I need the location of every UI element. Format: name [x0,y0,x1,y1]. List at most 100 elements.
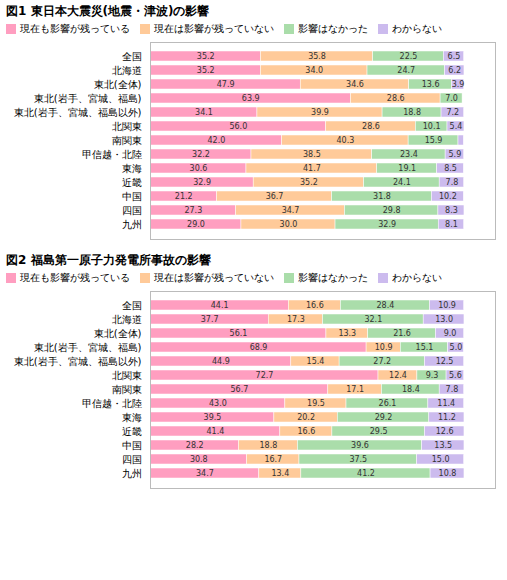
svg-text:26.1: 26.1 [379,399,397,408]
svg-text:35.8: 35.8 [308,52,326,61]
svg-text:北海道: 北海道 [112,65,142,76]
svg-text:四国: 四国 [122,454,142,465]
svg-text:30.6: 30.6 [190,164,208,173]
svg-text:20.2: 20.2 [297,413,315,422]
svg-text:近畿: 近畿 [122,426,142,437]
svg-text:72.7: 72.7 [256,371,274,380]
svg-text:43.0: 43.0 [209,399,227,408]
svg-text:東北(全体): 東北(全体) [94,79,142,90]
svg-text:南関東: 南関東 [112,384,142,395]
svg-text:四国: 四国 [122,205,142,216]
svg-text:34.0: 34.0 [305,66,323,75]
svg-text:北関東: 北関東 [112,121,142,132]
svg-text:21.2: 21.2 [175,192,193,201]
svg-text:34.6: 34.6 [346,80,364,89]
svg-text:41.7: 41.7 [303,164,321,173]
svg-text:北関東: 北関東 [112,370,142,381]
svg-text:31.8: 31.8 [373,192,391,201]
svg-text:18.8: 18.8 [260,441,278,450]
svg-text:中国: 中国 [122,191,142,202]
svg-text:29.5: 29.5 [370,427,388,436]
svg-text:12.5: 12.5 [436,357,454,366]
svg-text:北海道: 北海道 [112,314,142,325]
svg-text:40.3: 40.3 [337,136,355,145]
svg-text:42.0: 42.0 [207,136,225,145]
svg-text:10.9: 10.9 [375,343,393,352]
svg-text:東北(岩手、宮城、福島): 東北(岩手、宮城、福島) [34,93,142,104]
svg-text:18.8: 18.8 [403,108,421,117]
svg-text:8.5: 8.5 [444,164,457,173]
svg-text:29.0: 29.0 [187,220,205,229]
svg-text:13.4: 13.4 [271,469,289,478]
svg-text:34.7: 34.7 [196,469,214,478]
svg-text:35.2: 35.2 [300,178,318,187]
svg-text:9.3: 9.3 [426,371,439,380]
svg-text:13.0: 13.0 [435,315,453,324]
svg-text:16.7: 16.7 [264,455,282,464]
svg-text:47.9: 47.9 [217,80,235,89]
svg-text:東海: 東海 [122,163,142,174]
svg-text:36.7: 36.7 [266,192,284,201]
svg-text:37.5: 37.5 [349,455,367,464]
svg-text:37.7: 37.7 [201,315,219,324]
svg-text:15.0: 15.0 [432,455,450,464]
svg-text:16.6: 16.6 [297,427,315,436]
svg-text:34.7: 34.7 [282,206,300,215]
svg-text:7.0: 7.0 [445,94,458,103]
svg-text:5.9: 5.9 [449,150,462,159]
svg-text:56.7: 56.7 [231,385,249,394]
svg-text:35.2: 35.2 [197,66,215,75]
svg-text:29.8: 29.8 [383,206,401,215]
svg-text:28.6: 28.6 [362,122,380,131]
svg-text:13.5: 13.5 [434,441,452,450]
svg-text:6.2: 6.2 [448,66,461,75]
svg-text:35.2: 35.2 [197,52,215,61]
svg-text:56.1: 56.1 [230,329,248,338]
svg-text:19.1: 19.1 [398,164,416,173]
svg-text:東北(岩手、宮城、福島): 東北(岩手、宮城、福島) [34,342,142,353]
svg-text:18.4: 18.4 [402,385,420,394]
svg-text:9.0: 9.0 [444,329,457,338]
svg-text:3.9: 3.9 [452,80,465,89]
svg-text:30.0: 30.0 [280,220,298,229]
svg-text:13.3: 13.3 [338,329,356,338]
svg-text:34.1: 34.1 [195,108,213,117]
svg-text:甲信越・北陸: 甲信越・北陸 [82,398,142,409]
svg-text:23.4: 23.4 [400,150,418,159]
svg-text:11.2: 11.2 [438,413,456,422]
svg-text:68.9: 68.9 [250,343,268,352]
svg-text:44.9: 44.9 [212,357,230,366]
svg-text:全国: 全国 [122,300,142,311]
svg-text:27.2: 27.2 [373,357,391,366]
svg-text:17.1: 17.1 [346,385,364,394]
svg-text:21.6: 21.6 [393,329,411,338]
svg-text:39.9: 39.9 [311,108,329,117]
svg-text:32.1: 32.1 [364,315,382,324]
svg-text:13.6: 13.6 [422,80,440,89]
svg-text:12.6: 12.6 [436,427,454,436]
svg-text:32.2: 32.2 [192,150,210,159]
svg-text:中国: 中国 [122,440,142,451]
svg-text:56.0: 56.0 [229,122,247,131]
svg-text:41.2: 41.2 [357,469,375,478]
svg-text:39.5: 39.5 [204,413,222,422]
svg-text:5.4: 5.4 [450,122,463,131]
svg-text:27.3: 27.3 [184,206,202,215]
svg-text:東海: 東海 [122,412,142,423]
svg-text:28.6: 28.6 [387,94,405,103]
svg-text:22.5: 22.5 [400,52,418,61]
svg-text:41.4: 41.4 [207,427,225,436]
svg-text:南関東: 南関東 [112,135,142,146]
svg-text:九州: 九州 [122,219,142,230]
svg-text:28.2: 28.2 [186,441,204,450]
svg-text:7.8: 7.8 [446,178,459,187]
svg-text:28.4: 28.4 [377,301,395,310]
svg-text:5.6: 5.6 [449,371,462,380]
svg-text:24.7: 24.7 [397,66,415,75]
svg-text:30.8: 30.8 [190,455,208,464]
svg-text:5.0: 5.0 [450,343,463,352]
svg-text:東北(岩手、宮城、福島以外): 東北(岩手、宮城、福島以外) [14,356,142,367]
svg-text:15.1: 15.1 [416,343,434,352]
svg-text:44.1: 44.1 [211,301,229,310]
svg-text:15.4: 15.4 [307,357,325,366]
